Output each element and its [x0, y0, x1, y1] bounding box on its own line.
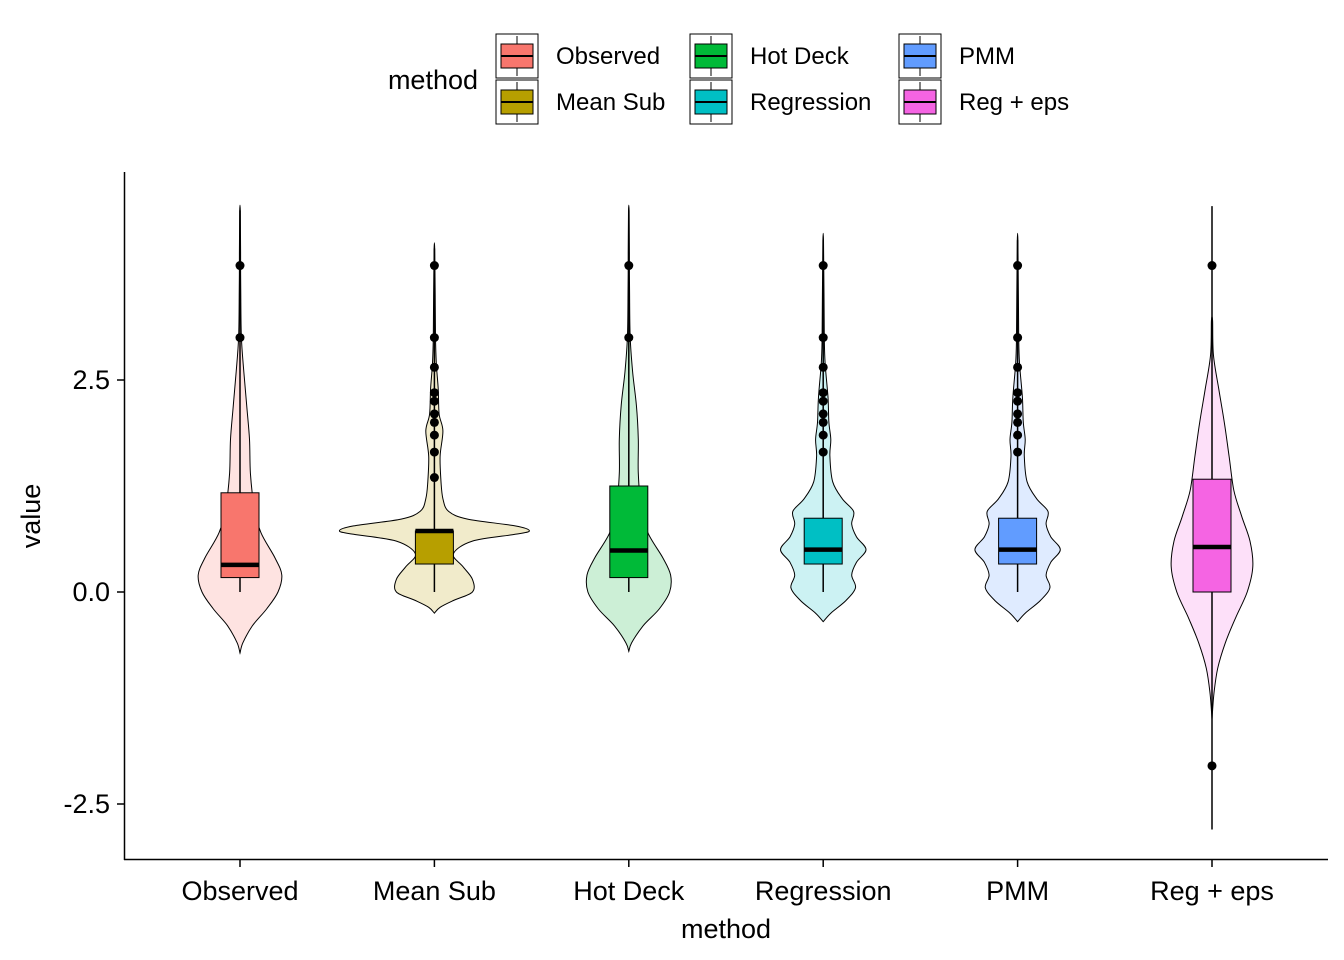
outlier-point — [1013, 362, 1023, 372]
legend: method Observed Mean Sub Hot Deck Regressio… — [388, 33, 1069, 125]
x-tick-label: Hot Deck — [573, 876, 685, 906]
y-tick-label: 2.5 — [72, 365, 110, 395]
outlier-point — [429, 333, 439, 343]
outlier-point — [818, 409, 828, 419]
outlier-point — [429, 409, 439, 419]
y-axis-title: value — [16, 484, 46, 549]
outlier-point — [429, 396, 439, 406]
y-tick-label: 0.0 — [72, 577, 110, 607]
legend-label: Hot Deck — [750, 43, 850, 70]
outlier-point — [818, 430, 828, 440]
outlier-point — [429, 430, 439, 440]
outlier-point — [1013, 417, 1023, 427]
outlier-point — [429, 473, 439, 483]
legend-item: Regression — [689, 79, 871, 125]
legend-item: Reg + eps — [898, 79, 1069, 125]
box — [998, 517, 1038, 565]
legend-item: PMM — [898, 33, 1015, 79]
outlier-point — [235, 333, 245, 343]
series-hot-deck — [585, 204, 672, 653]
outlier-point — [1207, 761, 1217, 771]
outlier-point — [818, 396, 828, 406]
series-reg-eps — [1170, 206, 1254, 830]
legend-title: method — [388, 65, 478, 95]
legend-label: Reg + eps — [959, 89, 1069, 116]
legend-label: Mean Sub — [556, 89, 665, 116]
series-observed — [197, 204, 283, 655]
series-mean-sub — [338, 242, 530, 614]
x-tick-label: PMM — [986, 876, 1049, 906]
legend-label: PMM — [959, 43, 1015, 70]
outlier-point — [818, 333, 828, 343]
axes: method value -2.5 0.0 2.5 Observed Mean Sub H… — [16, 172, 1328, 944]
outlier-point — [1013, 409, 1023, 419]
plot-area — [197, 204, 1254, 830]
outlier-point — [818, 388, 828, 398]
box — [803, 517, 843, 565]
legend-label: Regression — [750, 89, 871, 116]
outlier-point — [818, 417, 828, 427]
x-tick-label: Regression — [755, 876, 892, 906]
outlier-point — [818, 362, 828, 372]
series-regression — [779, 232, 867, 623]
box — [609, 485, 649, 579]
outlier-point — [818, 261, 828, 271]
x-tick-label: Reg + eps — [1150, 876, 1274, 906]
outlier-point — [624, 333, 634, 343]
legend-label: Observed — [556, 43, 660, 70]
outlier-point — [1013, 396, 1023, 406]
x-tick-label: Mean Sub — [373, 876, 496, 906]
outlier-point — [818, 447, 828, 457]
outlier-point — [429, 388, 439, 398]
outlier-point — [429, 417, 439, 427]
box — [414, 530, 454, 565]
outlier-point — [235, 261, 245, 271]
y-tick-label: -2.5 — [63, 789, 110, 819]
legend-item: Mean Sub — [495, 79, 665, 125]
legend-item: Hot Deck — [689, 33, 850, 79]
box — [1192, 478, 1232, 593]
series-pmm — [974, 232, 1061, 623]
legend-item: Observed — [495, 33, 660, 79]
outlier-point — [1013, 261, 1023, 271]
outlier-point — [1013, 430, 1023, 440]
outlier-point — [429, 261, 439, 271]
outlier-point — [1013, 333, 1023, 343]
x-axis-title: method — [681, 914, 771, 944]
x-tick-label: Observed — [181, 876, 298, 906]
outlier-point — [429, 447, 439, 457]
outlier-point — [624, 261, 634, 271]
outlier-point — [1013, 447, 1023, 457]
outlier-point — [429, 362, 439, 372]
outlier-point — [1207, 261, 1217, 271]
outlier-point — [1013, 388, 1023, 398]
